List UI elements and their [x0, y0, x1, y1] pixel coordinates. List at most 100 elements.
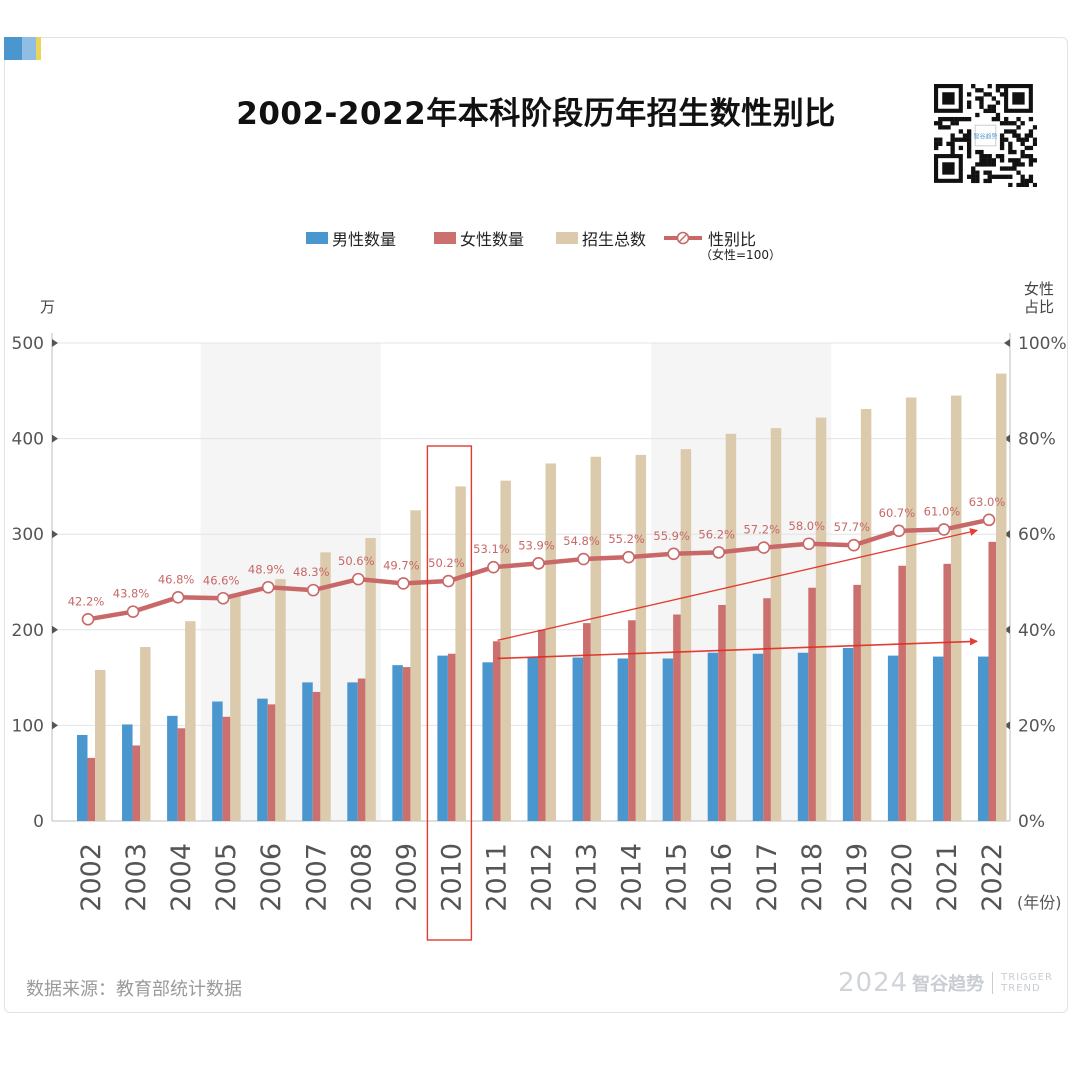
qr-module	[942, 116, 947, 122]
x-tick-label-2004: 2004	[166, 843, 197, 912]
qr-module	[979, 158, 984, 163]
ratio-label-2014: 55.2%	[608, 532, 645, 546]
x-tick-label-2021: 2021	[932, 843, 963, 912]
bar-male-2022	[978, 656, 989, 821]
bar-total-2006	[275, 579, 286, 821]
ratio-point-2002	[81, 612, 95, 626]
qr-module	[975, 88, 980, 93]
qr-module	[1032, 182, 1037, 187]
qr-module	[1020, 174, 1025, 179]
qr-module	[999, 141, 1005, 146]
qr-module	[991, 158, 996, 163]
ratio-point-2021	[937, 523, 951, 536]
qr-module	[1024, 137, 1029, 142]
y2-tick-label: 40%	[1018, 621, 1056, 641]
y-tick-label: 300	[12, 525, 44, 545]
bar-female-2005	[222, 716, 234, 821]
qr-module	[975, 112, 980, 118]
ratio-point-2013	[577, 552, 590, 566]
qr-module	[938, 121, 943, 126]
qr-module	[1008, 145, 1013, 151]
qr-module	[1016, 125, 1021, 130]
legend-ratio-label: 性别比	[708, 230, 757, 249]
ratio-label-2006: 48.9%	[248, 562, 285, 576]
x-axis-label: (年份)	[1017, 893, 1062, 912]
qr-module	[950, 121, 955, 126]
y-tick-label: 500	[12, 334, 44, 354]
ratio-point-2015	[667, 547, 680, 561]
qr-module	[966, 100, 972, 105]
bar-total-2003	[140, 647, 151, 821]
y2-tick-mark	[1004, 434, 1010, 443]
x-tick-label-2019: 2019	[842, 843, 873, 912]
x-tick-label-2014: 2014	[617, 843, 648, 912]
ratio-label-2017: 57.2%	[743, 523, 780, 537]
qr-module	[991, 116, 996, 122]
qr-module	[995, 112, 1001, 118]
y2-tick-mark	[1004, 721, 1010, 730]
qr-module	[938, 125, 943, 130]
qr-module	[1020, 154, 1025, 159]
qr-module	[999, 133, 1005, 138]
qr-module	[987, 108, 992, 114]
qr-module	[1028, 133, 1034, 138]
bar-female-2014	[628, 620, 639, 821]
qr-module	[1024, 178, 1029, 184]
chart-card	[4, 37, 1068, 1013]
qr-module	[1020, 182, 1025, 187]
qr-module	[1032, 141, 1037, 146]
qr-module	[966, 92, 972, 97]
x-tick-label-2015: 2015	[662, 843, 693, 912]
bar-female-2012	[538, 629, 549, 821]
ratio-point-2008	[351, 572, 365, 586]
bar-total-2008	[365, 538, 376, 821]
bar-male-2014	[617, 658, 629, 821]
ratio-label-2010: 50.2%	[428, 556, 465, 570]
y2-tick-label: 0%	[1018, 812, 1045, 832]
bar-total-2007	[320, 552, 331, 821]
qr-module	[1012, 158, 1017, 163]
qr-module	[995, 116, 1001, 122]
x-tick-label-2022: 2022	[977, 843, 1008, 912]
bar-male-2018	[797, 652, 809, 821]
brand-year: 2024	[838, 968, 909, 998]
qr-module	[983, 158, 988, 163]
qr-module	[1024, 182, 1029, 187]
ratio-point-2019	[847, 538, 861, 552]
qr-module	[938, 137, 943, 142]
qr-module	[991, 162, 996, 167]
qr-module	[966, 174, 972, 179]
qr-module	[962, 133, 968, 138]
qr-module	[971, 170, 976, 175]
bar-male-2015	[662, 658, 674, 821]
qr-module	[983, 178, 988, 184]
qr-module	[999, 84, 1005, 89]
qr-module	[975, 178, 980, 184]
qr-module	[962, 137, 968, 142]
qr-module	[1028, 162, 1034, 167]
qr-module	[1028, 154, 1034, 159]
qr-module	[1020, 149, 1025, 155]
bar-female-2011	[492, 641, 504, 821]
x-tick-label-2013: 2013	[572, 843, 603, 912]
trend-arrow-1	[497, 528, 978, 641]
qr-module	[1016, 158, 1021, 163]
bar-male-2012	[527, 657, 538, 821]
ratio-label-2022: 63.0%	[969, 495, 1006, 509]
legend-male: 男性数量	[306, 226, 396, 250]
qr-module	[1004, 116, 1009, 122]
ratio-point-2005	[216, 591, 230, 605]
qr-module	[979, 154, 984, 159]
bar-total-2019	[860, 408, 872, 821]
y-tick-label: 400	[12, 430, 44, 450]
qr-module	[991, 108, 996, 114]
qr-module	[934, 137, 939, 142]
qr-module	[950, 133, 955, 138]
ratio-point-2012	[532, 557, 545, 570]
qr-module	[954, 116, 959, 122]
x-tick-label-2016: 2016	[707, 843, 738, 912]
ratio-point-2011	[487, 560, 500, 574]
qr-module	[987, 84, 992, 89]
qr-module	[975, 149, 980, 155]
bar-male-2013	[572, 657, 584, 821]
